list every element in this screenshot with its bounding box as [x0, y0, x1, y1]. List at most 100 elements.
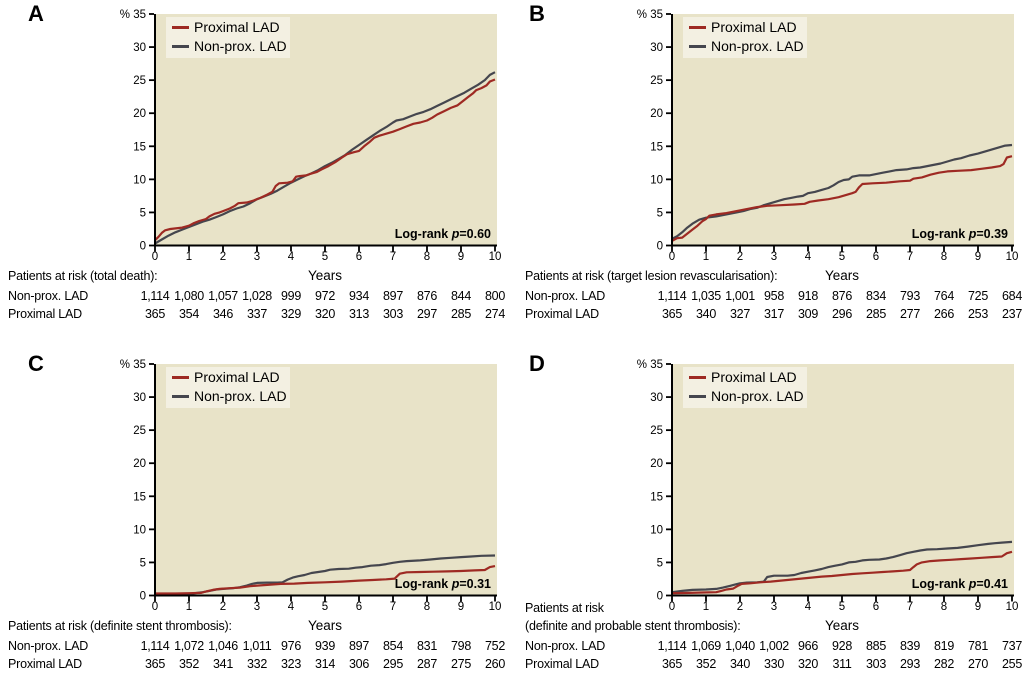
x-tick-label: 5 [322, 601, 328, 613]
at-risk-count: 309 [798, 307, 818, 321]
y-tick-label: 0 [140, 241, 146, 253]
y-tick-label: % 35 [637, 9, 663, 21]
y-tick-label: 30 [133, 392, 146, 404]
at-risk-count: 737 [1002, 639, 1022, 653]
x-tick-label: 1 [186, 251, 192, 263]
at-risk-count: 1,057 [208, 289, 238, 303]
panel-letter: A [28, 1, 44, 26]
y-tick-label: 30 [650, 42, 663, 54]
log-rank-annotation: Log-rank p=0.39 [912, 227, 1008, 241]
y-tick-label: 15 [133, 141, 146, 153]
x-axis-title: Years [825, 618, 859, 633]
plot-area: 0 5 10 15 20 25 30 % 35 0 1 2 3 4 5 6 7 8 9 10 Years Proxima… [120, 359, 502, 633]
at-risk-count: 928 [832, 639, 852, 653]
series-line-non-prox-lad [671, 540, 1013, 594]
y-tick-label: 20 [650, 108, 663, 120]
at-risk-count: 323 [281, 657, 301, 671]
legend-label: Non-prox. LAD [194, 388, 287, 404]
series-line-proximal-lad [671, 155, 1013, 242]
y-tick-label: 0 [657, 241, 663, 253]
y-tick-label: % 35 [120, 359, 146, 371]
at-risk-row-label: Proximal LAD [8, 307, 83, 321]
x-tick-label: 2 [737, 251, 743, 263]
y-tick-label: 20 [133, 108, 146, 120]
at-risk-count: 854 [383, 639, 403, 653]
at-risk-count: 844 [451, 289, 471, 303]
x-tick-label: 4 [288, 251, 295, 263]
at-risk-count: 354 [179, 307, 199, 321]
legend [683, 367, 807, 408]
at-risk-count: 999 [281, 289, 301, 303]
at-risk-count: 317 [764, 307, 784, 321]
y-tick-label: 25 [650, 425, 663, 437]
x-tick-label: 3 [771, 601, 777, 613]
at-risk-count: 1,114 [657, 289, 687, 303]
y-tick-label: 15 [650, 491, 663, 503]
at-risk-title-line: Patients at risk (target lesion revascul… [525, 269, 778, 283]
plot-area: 0 5 10 15 20 25 30 % 35 0 1 2 3 4 5 6 7 8 9 10 Years Proxima… [637, 359, 1019, 633]
legend-label: Proximal LAD [711, 19, 797, 35]
x-tick-label: 7 [390, 601, 396, 613]
at-risk-count: 275 [451, 657, 471, 671]
x-tick-label: 4 [805, 601, 812, 613]
x-tick-label: 0 [669, 601, 675, 613]
at-risk-count: 311 [832, 657, 852, 671]
at-risk-count: 260 [485, 657, 505, 671]
at-risk-count: 976 [281, 639, 301, 653]
at-risk-count: 253 [968, 307, 988, 321]
at-risk-count: 781 [968, 639, 988, 653]
x-axis-title: Years [308, 618, 342, 633]
at-risk-row-label: Non-prox. LAD [8, 639, 89, 653]
x-tick-label: 8 [424, 601, 430, 613]
at-risk-count: 752 [485, 639, 505, 653]
legend-label: Proximal LAD [194, 19, 280, 35]
at-risk-count: 266 [934, 307, 954, 321]
y-tick-label: 10 [650, 174, 663, 186]
legend [166, 367, 290, 408]
x-tick-label: 4 [288, 601, 295, 613]
plot-area: 0 5 10 15 20 25 30 % 35 0 1 2 3 4 5 6 7 8 9 10 Years Proxima… [120, 9, 502, 283]
at-risk-count: 1,114 [657, 639, 687, 653]
legend-label: Proximal LAD [711, 369, 797, 385]
panel-d: D 0 5 10 15 20 25 30 % 35 0 1 2 3 4 5 6 7 8 9 10 Years Proxi… [517, 350, 1033, 679]
y-tick-label: 10 [133, 524, 146, 536]
panel-letter: D [529, 351, 545, 376]
at-risk-count: 352 [179, 657, 199, 671]
at-risk-count: 341 [213, 657, 233, 671]
at-risk-count: 939 [315, 639, 335, 653]
log-rank-annotation: Log-rank p=0.41 [912, 577, 1008, 591]
at-risk-title-line: Patients at risk [525, 601, 604, 615]
at-risk-count: 365 [662, 657, 682, 671]
panel-b: B 0 5 10 15 20 25 30 % 35 0 1 2 3 4 5 6 7 8 9 10 Years Proxi… [517, 0, 1033, 332]
panel-a: A 0 5 10 15 20 25 30 % 35 0 1 2 3 4 5 6 7 8 9 10 Years Proxi… [0, 0, 516, 332]
y-tick-label: 15 [133, 491, 146, 503]
x-tick-label: 7 [390, 251, 396, 263]
at-risk-count: 725 [968, 289, 988, 303]
at-risk-row-label: Proximal LAD [525, 307, 600, 321]
at-risk-count: 972 [315, 289, 335, 303]
at-risk-count: 876 [832, 289, 852, 303]
at-risk-count: 876 [417, 289, 437, 303]
x-tick-label: 1 [703, 251, 709, 263]
legend-label: Non-prox. LAD [711, 388, 804, 404]
x-tick-label: 2 [220, 601, 226, 613]
x-tick-label: 8 [941, 601, 947, 613]
at-risk-count: 365 [145, 657, 165, 671]
at-risk-count: 293 [900, 657, 920, 671]
at-risk-count: 839 [900, 639, 920, 653]
at-risk-count: 1,069 [691, 639, 721, 653]
legend-label: Proximal LAD [194, 369, 280, 385]
at-risk-row-label: Proximal LAD [8, 657, 83, 671]
at-risk-count: 285 [866, 307, 886, 321]
x-tick-label: 4 [805, 251, 812, 263]
x-tick-label: 7 [907, 601, 913, 613]
at-risk-count: 1,040 [725, 639, 755, 653]
at-risk-count: 340 [730, 657, 750, 671]
at-risk-count: 834 [866, 289, 886, 303]
x-tick-label: 9 [458, 251, 464, 263]
at-risk-count: 966 [798, 639, 818, 653]
at-risk-count: 327 [730, 307, 750, 321]
y-tick-label: 25 [650, 75, 663, 87]
at-risk-count: 277 [900, 307, 920, 321]
